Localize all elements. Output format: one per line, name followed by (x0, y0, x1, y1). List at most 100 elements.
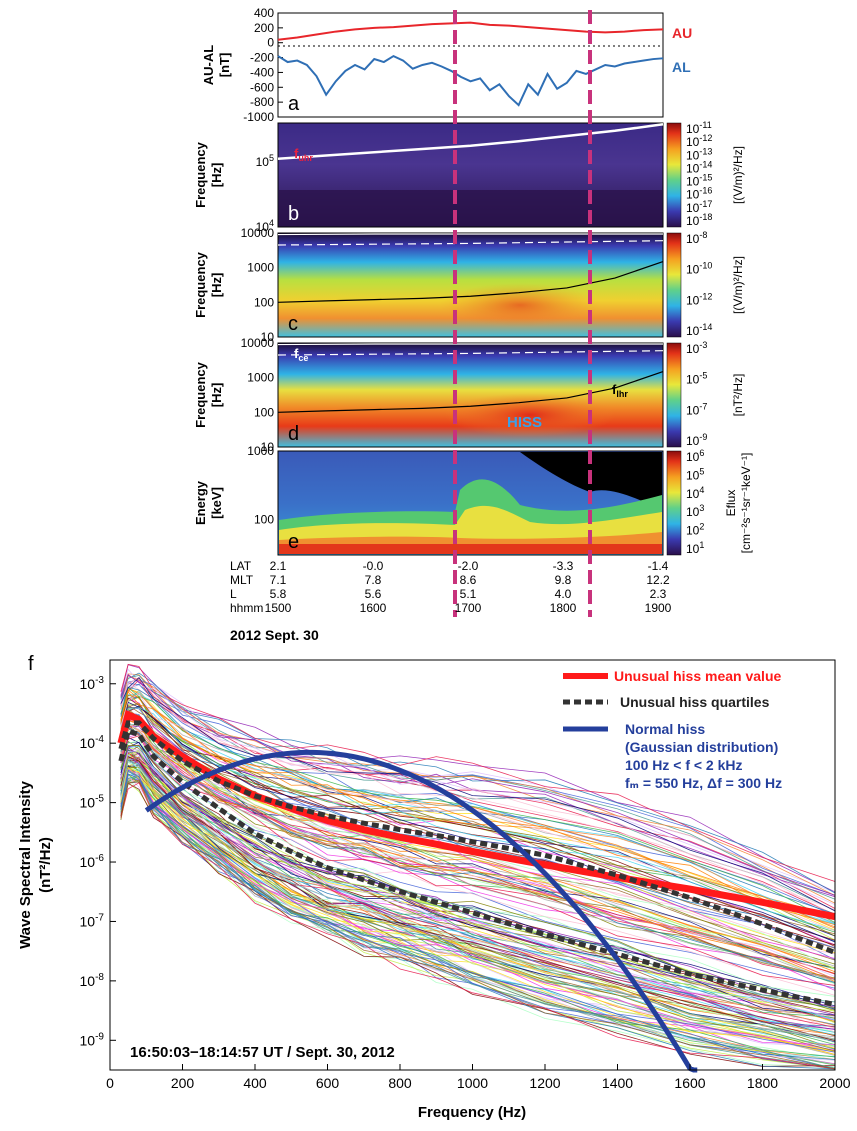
panel-f-y-ticks: 10-310-410-510-610-710-810-9 (80, 675, 116, 1048)
panel-f-y-tick-label: 10-8 (80, 972, 105, 989)
ephemeris-row-name: L (230, 587, 237, 601)
panel-d-letter: d (288, 423, 299, 445)
panel-e-letter: e (288, 531, 299, 553)
panel-b-colorbar-tick: 10-12 (686, 133, 712, 149)
panel-b-ylabel: Frequency (193, 141, 208, 208)
panel-b-colorbar-tick-exp: -15 (699, 173, 712, 183)
panel-b-tick-label: 104 (256, 218, 274, 234)
panel-c-tick-label: 10 (261, 330, 275, 344)
panel-e-ylabel-unit: [keV] (209, 487, 224, 519)
panel-c-colorbar-tick-exp: -10 (699, 261, 712, 271)
individual-spectrum-line (120, 686, 836, 923)
panel-a-tick-label: -800 (250, 95, 274, 109)
panel-d-flhr-line (277, 370, 664, 413)
individual-spectrum-line (120, 746, 836, 1021)
panel-c-colorbar-tick-base: 10 (686, 232, 700, 246)
individual-spectrum-line (120, 709, 836, 959)
ephemeris-cell: 12.2 (646, 573, 670, 587)
individual-spectrum-line (120, 693, 836, 932)
panel-d-y-ticks: 10000 1000 100 10 (241, 336, 275, 454)
panel-b-colorbar-tick-exp: -17 (699, 199, 712, 209)
ephemeris-cell: 5.6 (365, 587, 382, 601)
ephemeris-cell: -2.0 (458, 559, 479, 573)
panel-a-tick-label: -200 (250, 51, 274, 65)
panel-d-colorbar-tick: 10-3 (686, 340, 707, 356)
ephemeris-row-name: MLT (230, 573, 254, 587)
ephemeris-date: 2012 Sept. 30 (230, 627, 319, 643)
panel-e-red-band (279, 544, 662, 554)
panel-f-y-tick-exp: -6 (95, 853, 104, 864)
panel-b-colorbar-tick-base: 10 (686, 122, 700, 136)
ephemeris-cell: 8.6 (460, 573, 477, 587)
panel-f-x-tick-label: 0 (106, 1075, 114, 1091)
panel-f-x-tick-label: 600 (316, 1075, 340, 1091)
ephemeris-table: LAT 2.1 -0.0 -2.0 -3.3 -1.4 MLT 7.1 7.8 8.6 9.8 12.… (230, 559, 672, 615)
panel-f-y-tick-label: 10-7 (80, 912, 105, 929)
al-legend-label: AL (672, 59, 691, 75)
panel-d-colorbar-tick-base: 10 (686, 434, 700, 448)
panel-b-colorbar-tick: 10-11 (686, 120, 712, 136)
panel-d-fce-line (277, 343, 663, 346)
individual-spectrum-line (120, 675, 836, 896)
panel-f-x-tick-label: 200 (171, 1075, 195, 1091)
panel-e-colorbar-tick-exp: 1 (699, 540, 704, 550)
panel-f-y-tick-base: 10 (80, 973, 96, 989)
panel-f-y-tick-label: 10-6 (80, 853, 105, 870)
panel-e-colorbar-tick-base: 10 (686, 450, 700, 464)
panel-b-colorbar-tick-base: 10 (686, 148, 700, 162)
panel-a-tick-label: -1000 (243, 110, 274, 124)
fce-annotation-main: f (294, 346, 299, 361)
panel-e-colorbar-tick: 105 (686, 466, 704, 482)
panel-b-colorbar (666, 122, 682, 228)
panel-b-colorbar-tick-base: 10 (686, 135, 700, 149)
panel-d-colorbar-tick-exp: -7 (699, 401, 707, 411)
panel-c-colorbar-tick-exp: -8 (699, 230, 707, 240)
panel-f-y-tick-exp: -4 (95, 734, 104, 745)
panel-e-tick-label: 1000 (247, 444, 274, 458)
panel-b-colorbar-tick-exp: -14 (699, 159, 712, 169)
panel-b-colorbar-tick-base: 10 (686, 214, 700, 228)
panel-a-letter: a (288, 93, 300, 115)
panel-c-flhr-line (277, 260, 664, 303)
panel-f-x-tick-label: 1200 (529, 1075, 560, 1091)
legend-gauss-label-2: (Gaussian distribution) (625, 739, 778, 755)
panel-c-tick-label: 10000 (241, 226, 275, 240)
ephemeris-cell: 5.1 (460, 587, 477, 601)
individual-spectrum-line (120, 767, 836, 1052)
panel-b-letter: b (288, 203, 299, 225)
ephemeris-cell: 1500 (265, 601, 292, 615)
panel-d-colorbar-tick-exp: -9 (699, 432, 707, 442)
individual-spectrum-line (120, 752, 836, 1028)
panel-a-tick-label: -400 (250, 65, 274, 79)
panel-f-letter: f (28, 653, 34, 675)
uhr-overlay-line (277, 123, 664, 160)
ephemeris-cell: 7.1 (270, 573, 287, 587)
individual-spectrum-line (120, 759, 836, 1050)
panel-b-colorbar-tick: 10-15 (686, 173, 712, 189)
gaussian-series-line (144, 749, 698, 1073)
panel-b-colorbar-tick-base: 10 (686, 161, 700, 175)
panel-f: f 0 200 400 600 800 1000 1200 1400 1600 1800 2000 … (17, 653, 851, 1121)
ephemeris-cell: -3.3 (553, 559, 574, 573)
panel-e-colorbar-tick: 103 (686, 503, 704, 519)
panel-e-colorbar-tick-base: 10 (686, 542, 700, 556)
au-series-line (277, 21, 664, 41)
panel-d-colorbar-tick-exp: -5 (699, 371, 707, 381)
panel-a-tick-label: 400 (254, 6, 274, 20)
panel-f-y-tick-exp: -8 (95, 972, 104, 983)
panel-e-colorbar-tick: 101 (686, 540, 704, 556)
panel-b-colorbar-tick: 10-14 (686, 159, 712, 175)
panel-b-colorbar-tick: 10-17 (686, 199, 712, 215)
panel-b-tick-label-base: 10 (256, 220, 270, 234)
ephemeris-cell: 1800 (550, 601, 577, 615)
individual-spectrum-line (120, 769, 836, 1053)
panel-f-x-ticks: 0 200 400 600 800 1000 1200 1400 1600 1800 2000 (106, 1064, 851, 1091)
ephemeris-row-name: LAT (230, 559, 252, 573)
individual-spectrum-line (120, 756, 836, 1038)
panel-e-colorbar-tick: 102 (686, 522, 704, 538)
legend-mean-label: Unusual hiss mean value (614, 668, 781, 684)
panel-b-colorbar-tick-base: 10 (686, 175, 700, 189)
